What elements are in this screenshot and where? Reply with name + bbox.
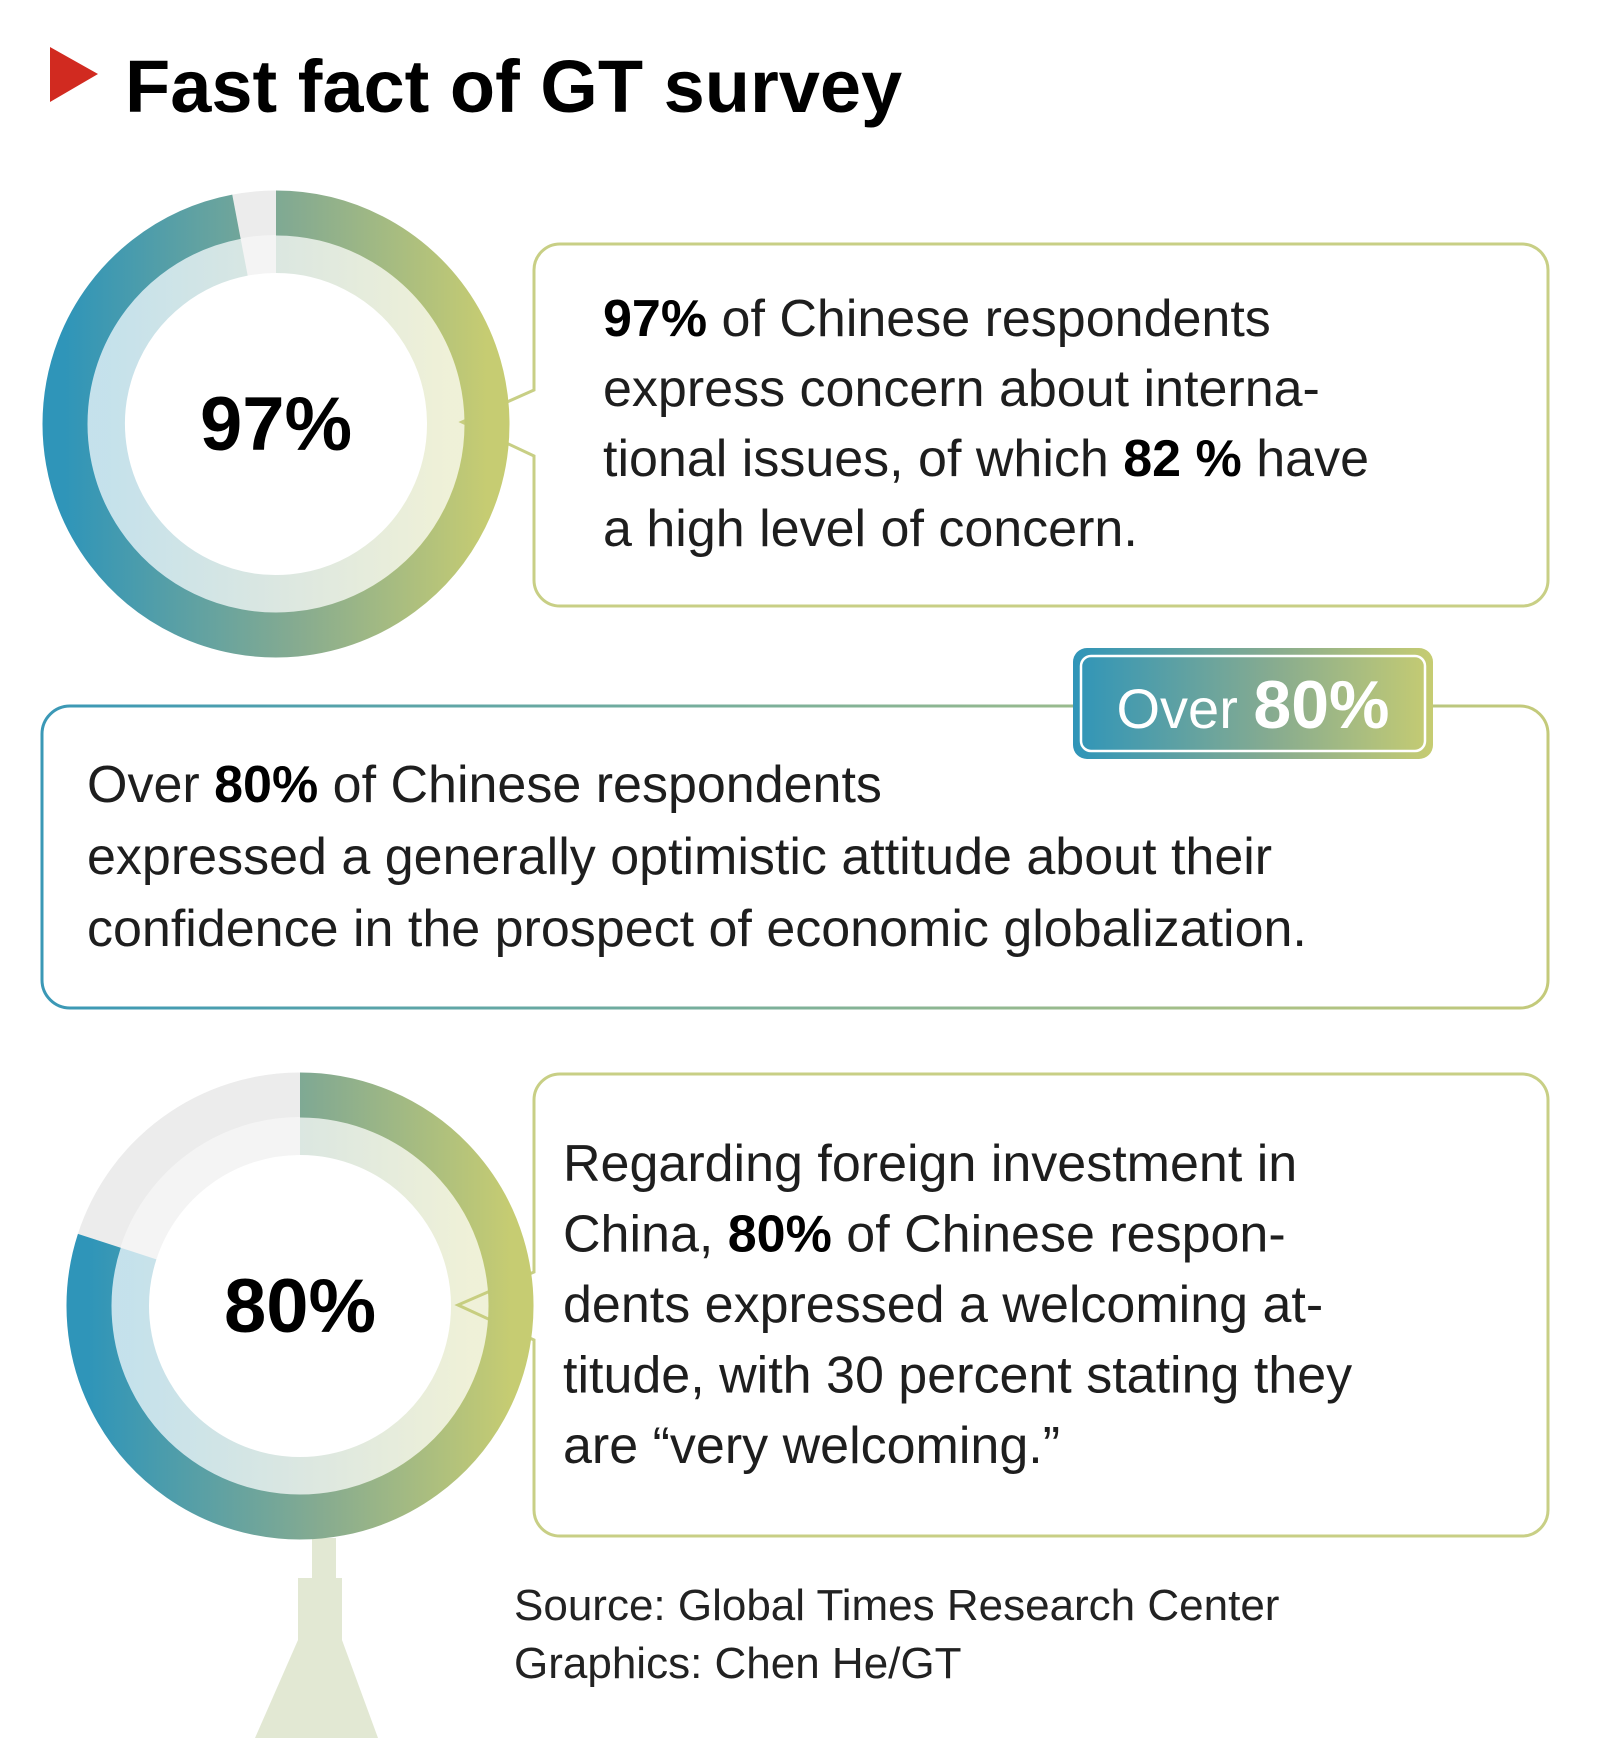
text-run: tional issues, of which <box>603 430 1123 488</box>
text-run: titude, with 30 percent stating they <box>563 1347 1352 1405</box>
badge-border <box>1079 654 1427 753</box>
badge <box>1073 648 1433 759</box>
fact-box <box>458 242 1550 608</box>
fact-line: titude, with 30 percent stating they <box>563 1347 1352 1405</box>
donut-arc <box>42 190 510 658</box>
text-run: are “very welcoming.” <box>563 1417 1060 1475</box>
donut-remainder <box>232 190 277 239</box>
text-bold: 80% <box>728 1206 832 1264</box>
title-marker <box>50 47 98 102</box>
tower-decoration <box>255 1538 378 1738</box>
donut-arc-inner <box>111 1117 489 1495</box>
donut-remainder-inner <box>240 235 277 276</box>
fact-line: China, 80% of Chinese respon- <box>563 1206 1286 1264</box>
fact-line: expressed a generally optimistic attitud… <box>87 828 1272 886</box>
fact-line: 97% of Chinese respondents <box>603 290 1271 348</box>
donut-arc-inner <box>87 235 465 613</box>
donut-label: 80% <box>224 1264 376 1349</box>
text-bold: 80% <box>214 756 318 814</box>
source: Source: Global Times Research Center <box>514 1581 1279 1630</box>
text-run: Regarding foreign investment in <box>563 1135 1297 1193</box>
donut-remainder-inner <box>120 1117 301 1260</box>
fact-line: dents expressed a welcoming at- <box>563 1276 1323 1334</box>
text-bold: 97% <box>603 290 707 348</box>
fact-line: express concern about interna- <box>603 360 1320 418</box>
text-run: dents expressed a welcoming at- <box>563 1276 1323 1334</box>
credit: Graphics: Chen He/GT <box>514 1639 962 1688</box>
badge-text: Over 80% <box>1116 667 1389 743</box>
text-run: have <box>1242 430 1369 488</box>
donut-remainder <box>77 1072 301 1249</box>
text-run: China, <box>563 1206 728 1264</box>
title: Fast fact of GT survey <box>125 45 902 128</box>
fact-line: tional issues, of which 82 % have <box>603 430 1369 488</box>
text-bold: 80% <box>1253 667 1389 743</box>
fact-line: Regarding foreign investment in <box>563 1135 1297 1193</box>
text-run: expressed a generally optimistic attitud… <box>87 828 1272 886</box>
text-run: of Chinese respondents <box>318 756 882 814</box>
fact-box <box>40 704 1550 1010</box>
text-bold: 82 % <box>1123 430 1242 488</box>
text-run: Over <box>1116 677 1253 740</box>
text-run: confidence in the prospect of economic g… <box>87 900 1307 958</box>
fact-box <box>454 1072 1550 1538</box>
fact-line: Over 80% of Chinese respondents <box>87 756 882 814</box>
text-run: a high level of concern. <box>603 500 1138 558</box>
fact-line: confidence in the prospect of economic g… <box>87 900 1307 958</box>
text-run: of Chinese respon- <box>832 1206 1286 1264</box>
text-run: of Chinese respondents <box>707 290 1271 348</box>
fact-line: are “very welcoming.” <box>563 1417 1060 1475</box>
text-run: express concern about interna- <box>603 360 1320 418</box>
text-run: Over <box>87 756 214 814</box>
fact-line: a high level of concern. <box>603 500 1138 558</box>
donut-arc <box>66 1072 534 1540</box>
donut-label: 97% <box>200 382 352 467</box>
